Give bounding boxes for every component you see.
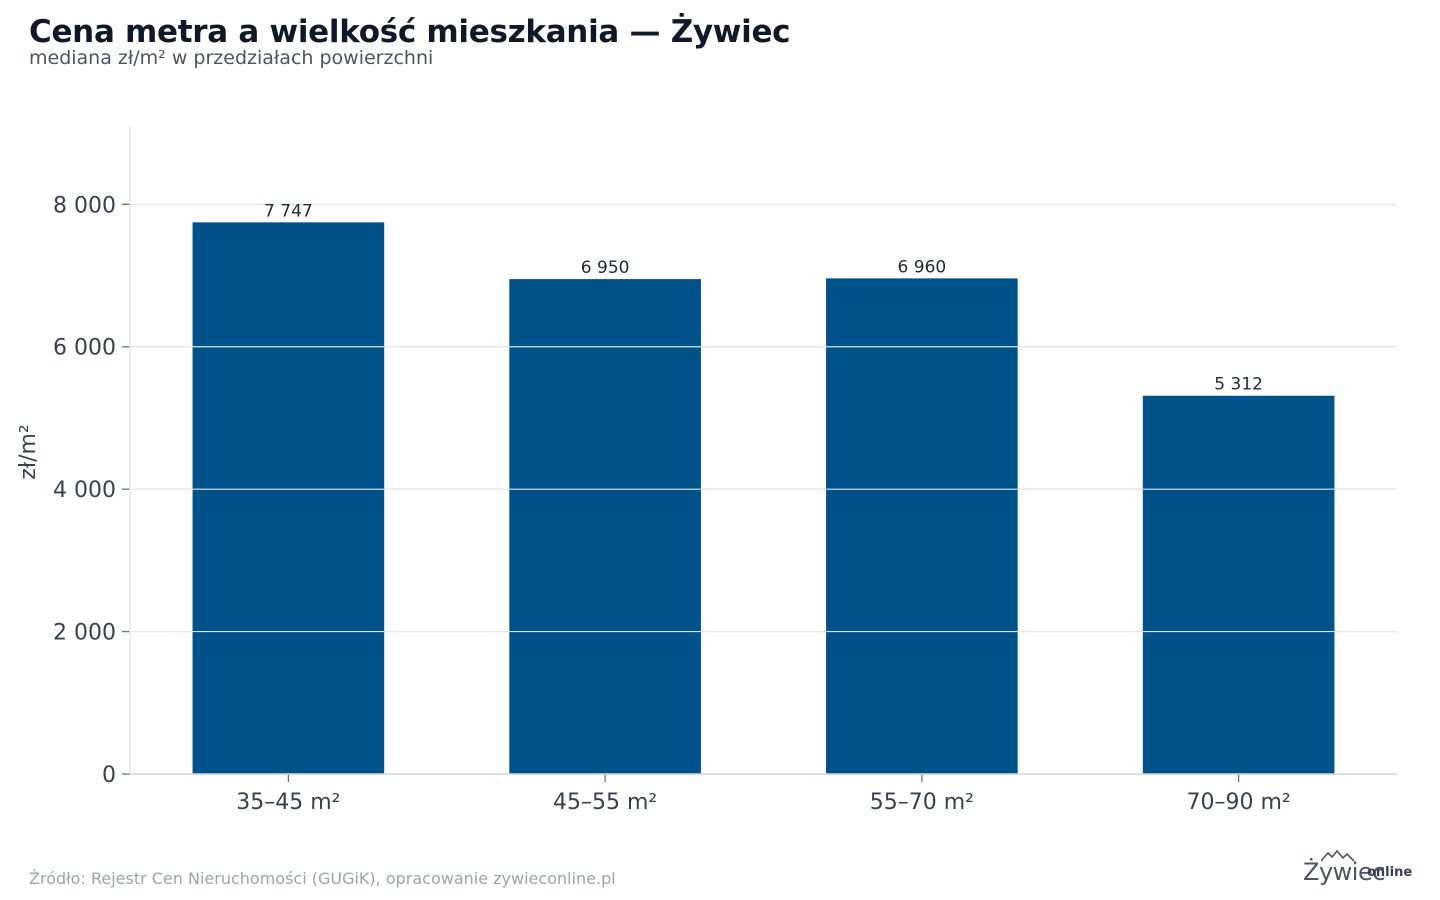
zywieconline-logo: Żywiec online — [1301, 848, 1413, 888]
bars — [192, 222, 1335, 775]
y-tick-label: 4 000 — [53, 478, 116, 503]
bar-value-label: 7 747 — [264, 201, 313, 221]
bar — [1142, 395, 1335, 774]
y-tick-label: 0 — [102, 763, 116, 788]
bar — [192, 222, 385, 775]
bar-value-label: 6 960 — [898, 257, 947, 277]
bar — [509, 279, 701, 774]
axes — [122, 126, 1397, 782]
y-tick-label: 2 000 — [53, 621, 116, 646]
bar-value-label: 6 950 — [581, 258, 630, 278]
x-tick-label: 55–70 m² — [870, 790, 974, 815]
x-tick-label: 45–55 m² — [553, 790, 657, 815]
y-tick-label: 6 000 — [53, 336, 116, 361]
logo-subtext: online — [1367, 865, 1413, 880]
source-note: Źródło: Rejestr Cen Nieruchomości (GUGiK… — [29, 869, 616, 888]
bar-value-label: 5 312 — [1214, 375, 1263, 395]
x-tick-label: 35–45 m² — [236, 790, 340, 815]
gridlines-over-bars — [192, 346, 1335, 633]
y-axis-title: zł/m² — [16, 424, 41, 479]
chart-subtitle: mediana zł/m² w przedziałach powierzchni — [29, 47, 434, 69]
y-tick-label: 8 000 — [53, 193, 116, 218]
labels: 0 2 000 4 000 6 000 8 000 7 747 35–45 m² 6 950 4… — [53, 193, 1291, 815]
logo-text: Żywiec — [1303, 858, 1385, 886]
x-tick-label: 70–90 m² — [1187, 790, 1291, 815]
bar — [826, 278, 1018, 774]
chart-title: Cena metra a wielkość mieszkania — Żywie… — [29, 14, 791, 50]
mountains-icon — [1321, 850, 1355, 862]
